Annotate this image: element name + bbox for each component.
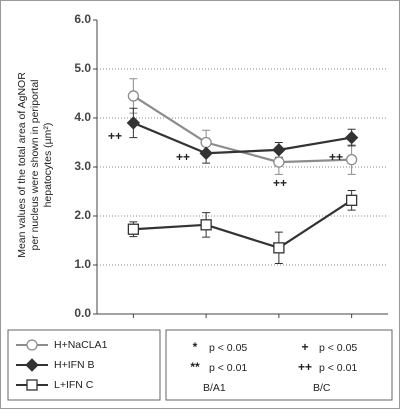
legend-marker [26,339,38,351]
significance-caption: B/A1 [203,382,226,394]
significance-symbol: * [193,340,198,354]
y-tick-label: 5.0 [74,61,91,75]
significance-text: p < 0.05 [319,342,357,354]
data-point [126,116,141,130]
y-tick-label: 2.0 [74,208,91,222]
data-point [345,194,358,206]
series-line [133,199,353,250]
y-axis-title-line: hepatocytes (µm²) [42,123,54,208]
y-axis-title: Mean values of the total area of AgNORpe… [16,72,54,258]
data-point [272,143,286,157]
y-tick-label: 1.0 [74,257,91,271]
y-tick-label: 0.0 [74,306,91,320]
legend-marker [26,379,38,391]
data-point [127,223,140,235]
significance-symbol: + [301,340,308,354]
significance-symbol: ** [190,360,200,374]
legend-label: H+NaCLA1 [54,339,108,351]
significance-text: p < 0.01 [319,362,357,374]
significance-text: p < 0.01 [209,362,247,374]
y-tick-label: 4.0 [74,110,91,124]
data-point [200,219,212,231]
annotation: ++ [273,176,287,190]
significance-symbol: ++ [298,360,312,374]
y-tick-label: 6.0 [74,12,91,26]
legend-marker [25,358,39,372]
annotation: ++ [329,150,343,164]
data-point [200,136,212,149]
data-point [199,146,213,160]
data-point [127,90,140,102]
annotation: ++ [108,129,122,143]
data-point [273,242,285,254]
data-point [273,156,285,168]
legend-label: H+IFN B [54,359,95,371]
legend-box [7,329,161,401]
y-axis-title-line: Mean values of the total area of AgNOR [16,72,28,258]
data-point [345,153,358,166]
series-line [132,121,352,155]
y-axis-title-line: per nucleus were shown in periportal [29,79,41,250]
annotation: ++ [176,150,190,164]
significance-caption: B/C [313,382,331,394]
legend-label: L+IFN C [54,379,94,391]
data-point [344,130,359,145]
significance-text: p < 0.05 [209,342,247,354]
significance-box [165,329,393,401]
y-tick-label: 3.0 [74,159,91,173]
